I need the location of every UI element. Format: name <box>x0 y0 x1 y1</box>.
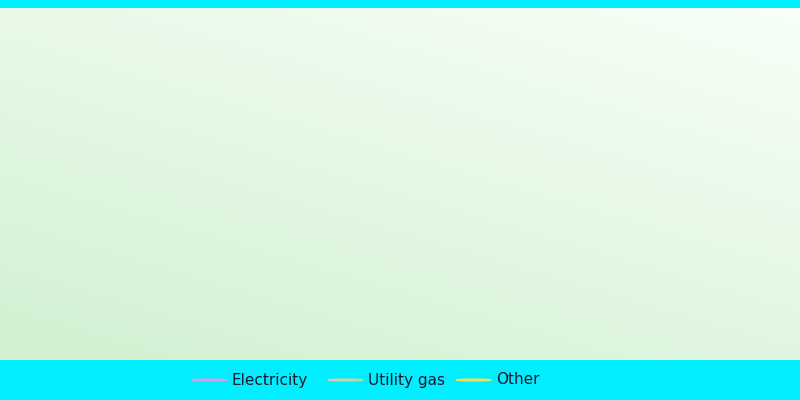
Circle shape <box>328 379 363 381</box>
Wedge shape <box>456 148 541 245</box>
Text: Other: Other <box>496 372 539 388</box>
Circle shape <box>192 379 227 381</box>
Text: Electricity: Electricity <box>232 372 308 388</box>
Text: Most commonly used house heating fuel in apartments in De Witt, IA: Most commonly used house heating fuel in… <box>50 18 750 36</box>
Text: Utility gas: Utility gas <box>368 372 445 388</box>
Wedge shape <box>259 105 498 245</box>
Circle shape <box>456 379 491 381</box>
